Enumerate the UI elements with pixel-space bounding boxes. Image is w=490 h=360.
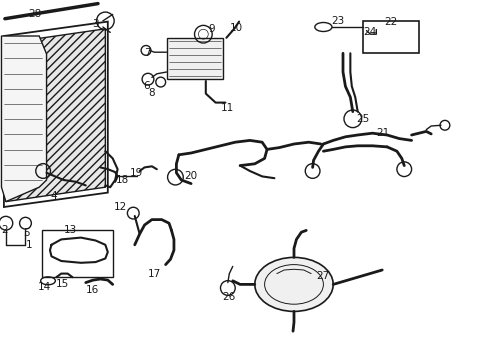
Text: 19: 19 (129, 168, 143, 178)
Text: 26: 26 (222, 292, 236, 302)
Bar (42, 230, 113, 277)
Polygon shape (167, 38, 223, 79)
Text: 20: 20 (185, 171, 197, 181)
Text: 2: 2 (1, 225, 8, 235)
Polygon shape (6, 29, 105, 202)
Text: 5: 5 (24, 228, 30, 238)
Text: 21: 21 (376, 128, 390, 138)
Ellipse shape (255, 257, 333, 311)
Text: 24: 24 (363, 27, 377, 37)
Text: 15: 15 (56, 279, 70, 289)
Text: 16: 16 (85, 285, 99, 295)
Text: 7: 7 (144, 48, 150, 58)
Text: 10: 10 (230, 23, 243, 33)
Text: 14: 14 (37, 282, 51, 292)
Text: 8: 8 (148, 88, 155, 98)
Text: 3: 3 (92, 19, 99, 30)
Text: 18: 18 (116, 175, 129, 185)
Text: 27: 27 (316, 271, 329, 282)
Text: 25: 25 (356, 114, 369, 124)
Text: 12: 12 (113, 202, 127, 212)
Text: 4: 4 (50, 191, 57, 201)
Text: 6: 6 (143, 81, 150, 91)
Text: 13: 13 (63, 225, 77, 235)
Polygon shape (1, 36, 47, 202)
Text: 23: 23 (331, 16, 345, 26)
Text: 17: 17 (147, 269, 161, 279)
Text: 22: 22 (384, 17, 398, 27)
Text: 28: 28 (28, 9, 42, 19)
Bar (363, 21, 419, 53)
Text: 11: 11 (221, 103, 235, 113)
Text: 1: 1 (26, 240, 33, 250)
Text: 9: 9 (209, 24, 216, 34)
